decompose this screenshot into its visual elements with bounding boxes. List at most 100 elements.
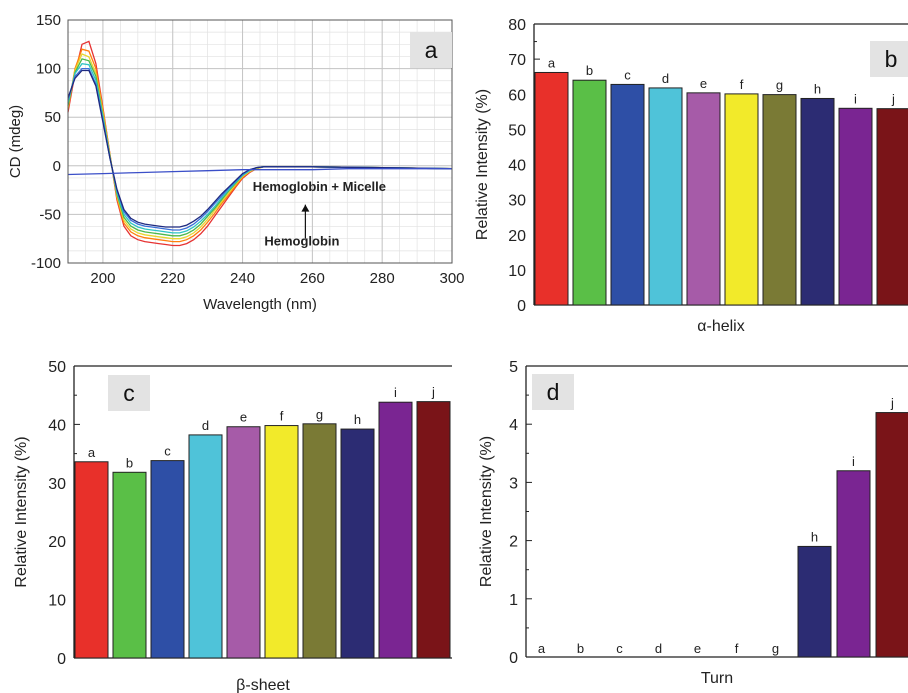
- bar-b-j: [876, 108, 908, 306]
- y-tick-label-c: 0: [57, 651, 66, 668]
- x-axis-title-a: Wavelength (nm): [203, 296, 317, 313]
- y-tick-label-c: 20: [48, 534, 66, 551]
- bar-c-g: [302, 423, 337, 659]
- bar-d-i: [836, 470, 871, 658]
- bar-b-h: [800, 97, 835, 306]
- bar-label-b-i: i: [854, 91, 857, 106]
- bar-label-d-e: e: [694, 641, 701, 656]
- x-tick-label-a: 200: [90, 270, 115, 287]
- bar-b-c: [610, 83, 645, 306]
- y-tick-label-d: 5: [509, 359, 518, 376]
- bar-label-b-h: h: [814, 81, 821, 96]
- bar-c-f: [264, 425, 299, 659]
- bar-label-b-e: e: [700, 76, 707, 91]
- bar-b-f: [724, 93, 759, 306]
- spectrum-line-7: [67, 69, 453, 228]
- bar-label-b-j: j: [891, 92, 895, 107]
- bar-label-d-a: a: [538, 641, 546, 656]
- bar-c-e: [226, 426, 261, 659]
- bar-label-b-d: d: [662, 71, 669, 86]
- bar-label-c-h: h: [354, 412, 361, 427]
- bar-label-c-c: c: [164, 444, 171, 459]
- y-tick-label-d: 3: [509, 475, 518, 492]
- y-tick-label-a: 100: [36, 61, 61, 78]
- x-tick-label-a: 220: [160, 270, 185, 287]
- y-tick-label-b: 70: [508, 52, 526, 69]
- bar-b-d: [648, 87, 683, 306]
- bar-label-d-b: b: [577, 641, 584, 656]
- bar-c-i: [378, 401, 413, 659]
- y-tick-label-b: 0: [517, 298, 526, 315]
- panel-label-d: d: [532, 374, 574, 410]
- bar-c-d: [188, 434, 223, 659]
- x-tick-label-a: 280: [370, 270, 395, 287]
- y-tick-label-a: -100: [31, 255, 61, 272]
- bar-label-b-g: g: [776, 78, 783, 93]
- x-axis-title-c: β-sheet: [236, 677, 290, 693]
- bar-c-a: [74, 461, 109, 659]
- bar-label-b-a: a: [548, 55, 556, 70]
- y-tick-label-c: 50: [48, 359, 66, 376]
- annotation-hemoglobin-micelle: Hemoglobin + Micelle: [253, 179, 386, 194]
- bar-label-b-f: f: [740, 77, 744, 92]
- y-tick-label-b: 10: [508, 263, 526, 280]
- y-tick-label-c: 30: [48, 476, 66, 493]
- bar-label-b-b: b: [586, 63, 593, 78]
- x-tick-label-a: 260: [300, 270, 325, 287]
- panel-label-a: a: [410, 32, 452, 68]
- y-tick-label-a: 50: [44, 109, 61, 126]
- bar-label-d-h: h: [811, 529, 818, 544]
- bar-label-d-c: c: [616, 641, 623, 656]
- bar-label-d-i: i: [852, 454, 855, 469]
- panel-label-c: c: [108, 375, 150, 411]
- bar-label-c-i: i: [394, 385, 397, 400]
- x-tick-label-a: 240: [230, 270, 255, 287]
- y-axis-title-a: CD (mdeg): [7, 105, 24, 178]
- bar-c-j: [416, 401, 451, 659]
- annotation-hemoglobin: Hemoglobin: [264, 234, 339, 249]
- bar-b-b: [572, 79, 607, 306]
- bar-label-d-j: j: [890, 396, 894, 411]
- bar-b-a: [534, 71, 569, 306]
- y-tick-label-a: -50: [39, 206, 61, 223]
- plot-frame-a: [67, 19, 453, 264]
- annotation-arrow-head: [301, 204, 310, 212]
- y-tick-label-a: 150: [36, 12, 61, 29]
- bar-label-c-j: j: [431, 385, 435, 400]
- y-axis-title-d: Relative Intensity (%): [478, 436, 495, 587]
- y-tick-label-d: 2: [509, 534, 518, 551]
- y-tick-label-d: 4: [509, 417, 518, 434]
- bar-label-c-d: d: [202, 418, 209, 433]
- panel-label-b: b: [870, 41, 908, 77]
- y-tick-label-b: 50: [508, 122, 526, 139]
- bar-label-d-g: g: [772, 641, 779, 656]
- bar-label-c-g: g: [316, 407, 323, 422]
- y-axis-title-b: Relative Intensity (%): [474, 89, 491, 240]
- y-tick-label-b: 20: [508, 228, 526, 245]
- y-tick-label-b: 80: [508, 17, 526, 34]
- spectrum-line-8: [67, 168, 452, 176]
- y-tick-label-b: 40: [508, 158, 526, 175]
- bar-label-c-e: e: [240, 410, 247, 425]
- bar-label-d-d: d: [655, 641, 662, 656]
- bar-c-b: [112, 471, 147, 659]
- y-tick-label-a: 0: [53, 158, 61, 175]
- y-tick-label-c: 10: [48, 593, 66, 610]
- bar-d-j: [875, 412, 908, 658]
- bar-d-h: [797, 545, 832, 658]
- x-tick-label-a: 300: [439, 270, 464, 287]
- bar-c-c: [150, 460, 185, 659]
- bar-label-c-f: f: [280, 409, 284, 424]
- y-tick-label-d: 1: [509, 592, 518, 609]
- bar-label-b-c: c: [624, 67, 631, 82]
- y-axis-title-c: Relative Intensity (%): [13, 436, 30, 587]
- y-tick-label-b: 30: [508, 193, 526, 210]
- x-axis-title-b: α-helix: [697, 318, 744, 335]
- x-axis-title-d: Turn: [701, 670, 733, 687]
- bar-b-e: [686, 92, 721, 306]
- bar-label-d-f: f: [735, 641, 739, 656]
- y-tick-label-c: 40: [48, 417, 66, 434]
- bar-c-h: [340, 428, 375, 659]
- bar-b-g: [762, 94, 797, 306]
